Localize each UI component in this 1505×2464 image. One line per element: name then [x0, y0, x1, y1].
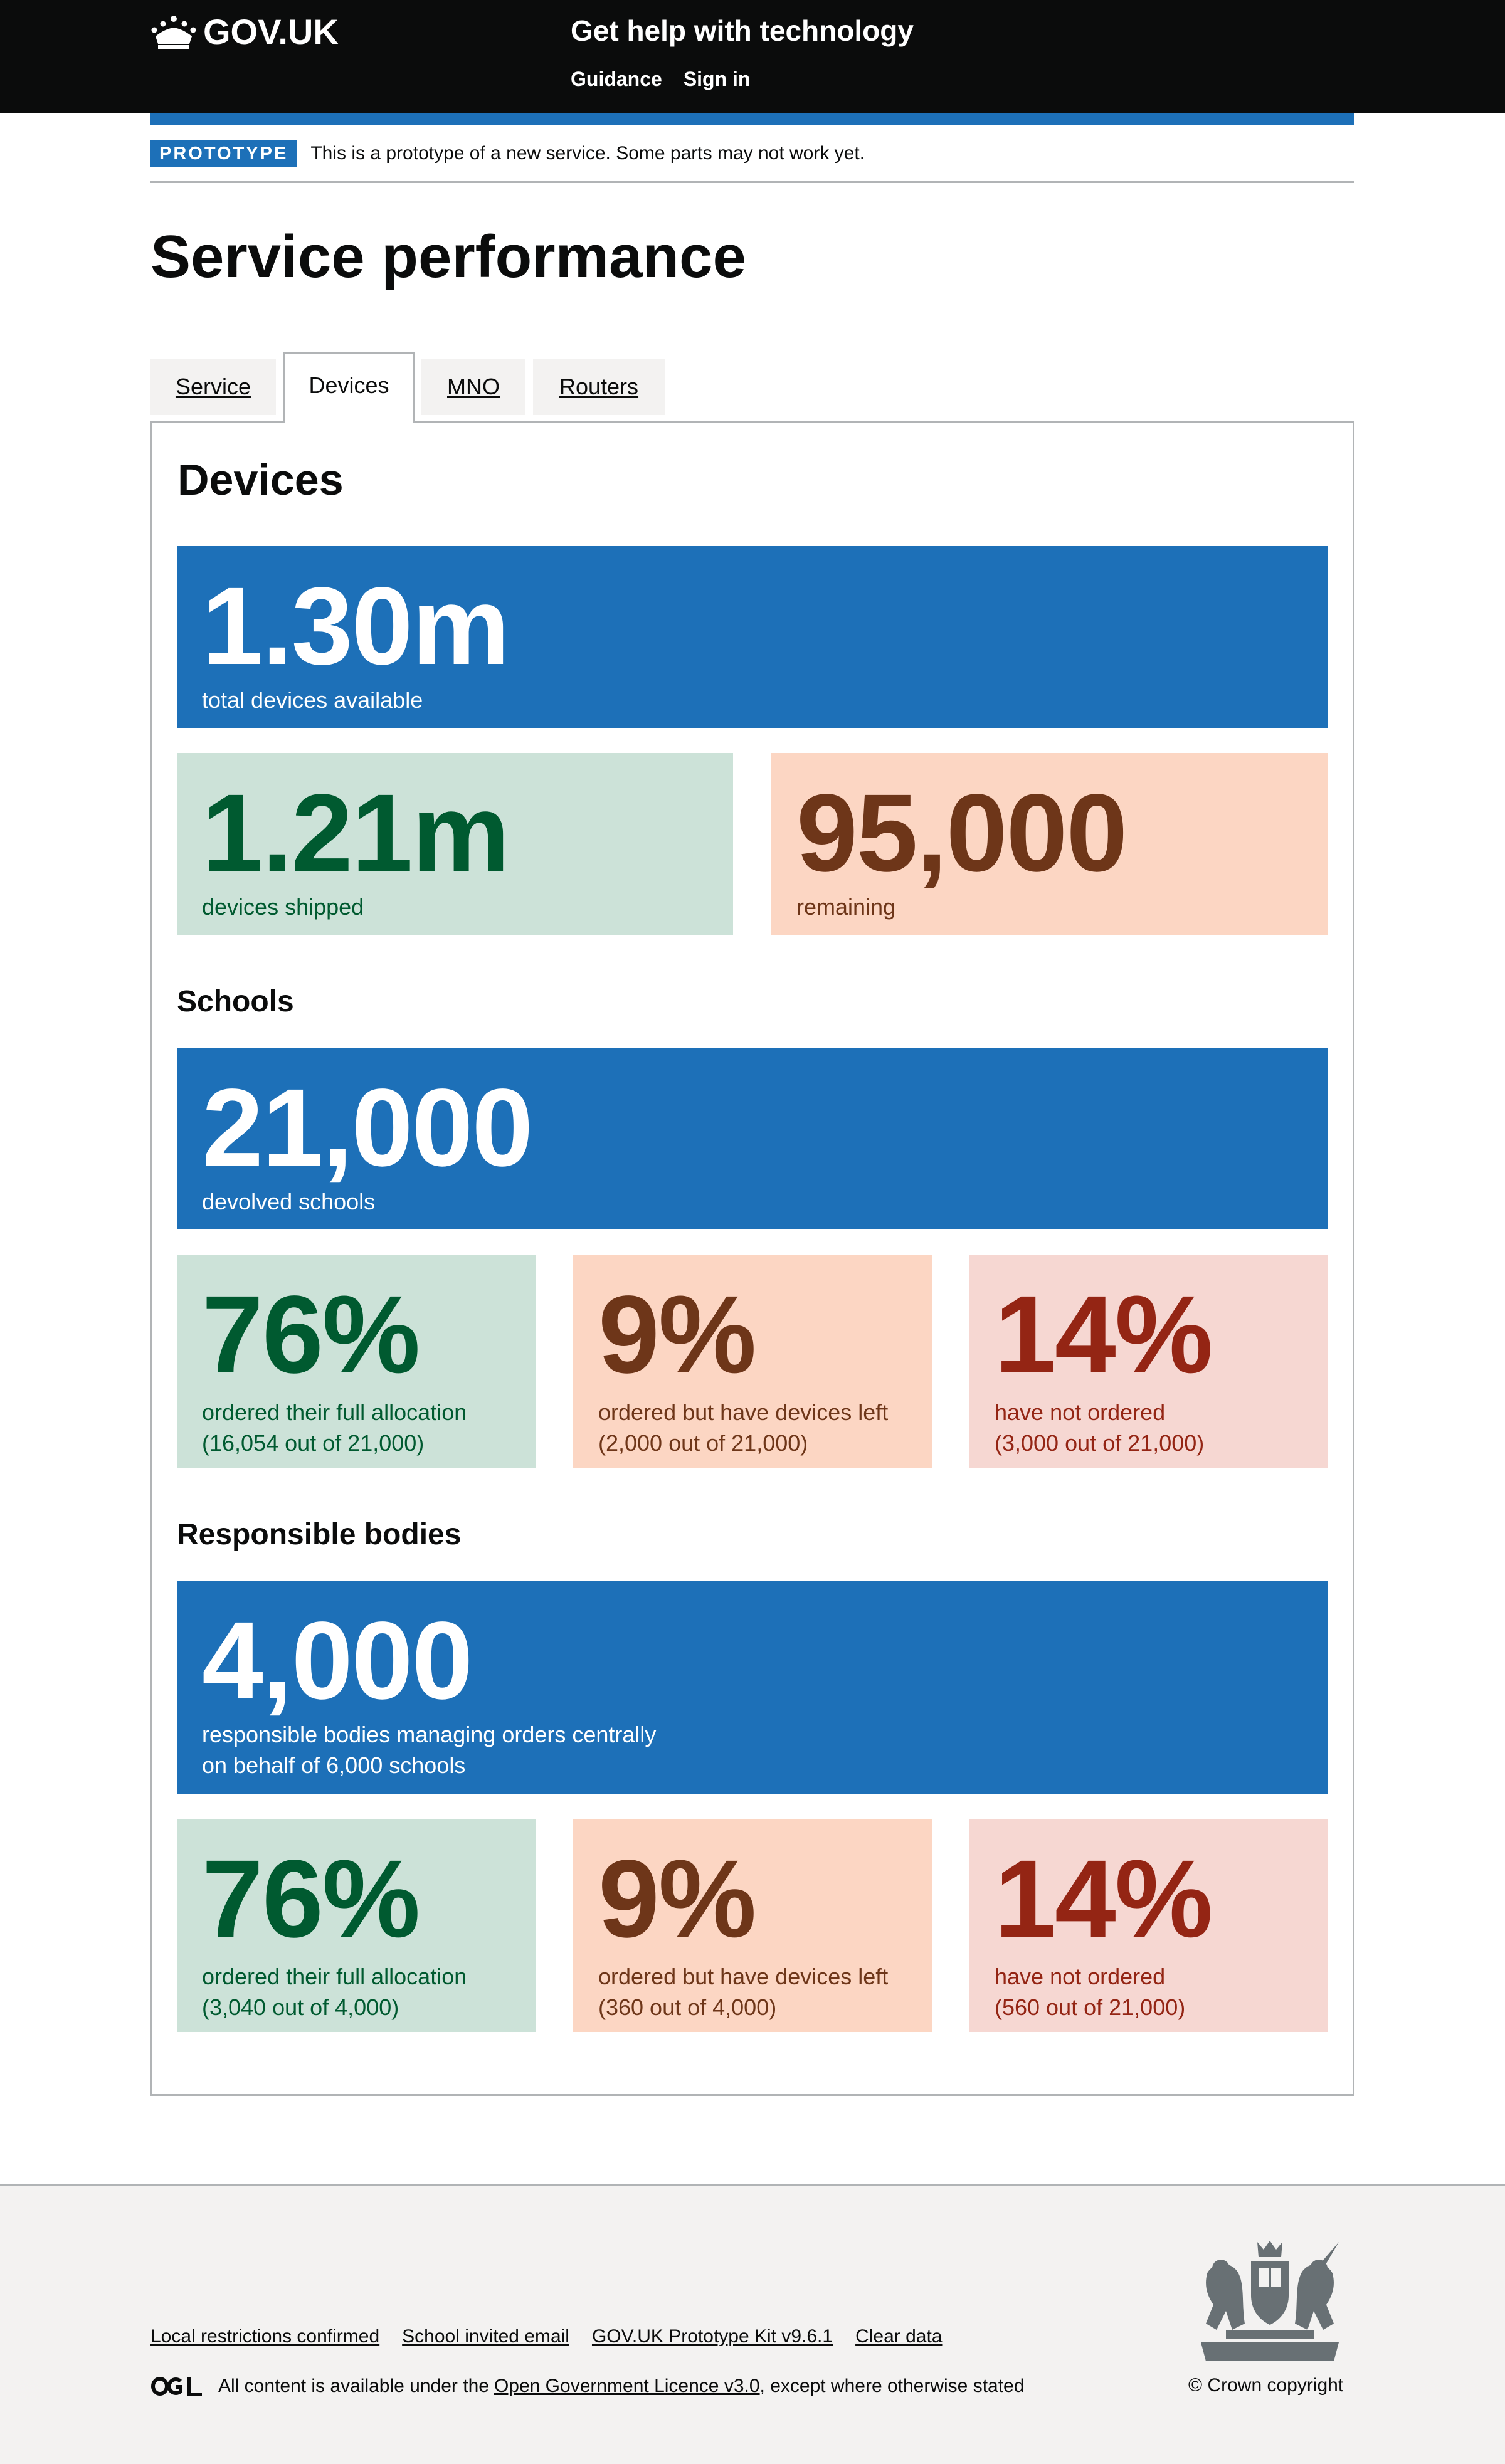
rb-full-detail: (3,040 out of 4,000)	[202, 1994, 399, 2020]
rb-full-allocation-card: 76% ordered their full allocation (3,040…	[177, 1819, 536, 2032]
rb-none-detail: (560 out of 21,000)	[995, 1994, 1186, 2020]
footer-link-school-invited-email[interactable]: School invited email	[402, 2326, 569, 2347]
responsible-bodies-card: 4,000 responsible bodies managing orders…	[177, 1581, 1328, 1794]
devices-shipped-value: 1.21m	[202, 772, 510, 895]
licence-suffix: , except where otherwise stated	[759, 2376, 1025, 2396]
govuk-logo[interactable]: GOV.UK	[150, 11, 339, 52]
devices-shipped-label: devices shipped	[202, 894, 364, 920]
phase-tag: PROTOTYPE	[150, 140, 297, 167]
ogl-logo-icon	[151, 2377, 202, 2396]
site-footer: Local restrictions confirmed School invi…	[0, 2184, 1505, 2464]
schools-not-ordered-card: 14% have not ordered (3,000 out of 21,00…	[969, 1255, 1328, 1468]
rb-partial-value: 9%	[598, 1838, 756, 1961]
rb-full-label: ordered their full allocation	[202, 1964, 467, 1989]
total-devices-card: 1.30m total devices available	[177, 546, 1328, 728]
schools-full-label: ordered their full allocation	[202, 1399, 467, 1425]
header-nav: Guidance Sign in	[571, 68, 750, 91]
tab-mno[interactable]: MNO	[421, 359, 525, 415]
tab-devices[interactable]: Devices	[283, 352, 415, 423]
footer-link-clear-data[interactable]: Clear data	[855, 2326, 943, 2347]
site-header: GOV.UK Get help with technology Guidance…	[0, 0, 1505, 113]
rb-not-ordered-card: 14% have not ordered (560 out of 21,000)	[969, 1819, 1328, 2032]
nav-guidance-link[interactable]: Guidance	[571, 68, 662, 90]
licence-prefix: All content is available under the	[218, 2376, 489, 2396]
header-blue-bar	[150, 113, 1354, 125]
footer-link-local-restrictions[interactable]: Local restrictions confirmed	[150, 2326, 380, 2347]
page-title: Service performance	[150, 223, 746, 290]
rb-full-value: 76%	[202, 1838, 420, 1961]
devolved-schools-label: devolved schools	[202, 1189, 376, 1214]
devices-remaining-card: 95,000 remaining	[771, 753, 1328, 935]
licence-link[interactable]: Open Government Licence v3.0	[494, 2376, 760, 2396]
devices-remaining-value: 95,000	[796, 772, 1127, 895]
schools-partial-label: ordered but have devices left	[598, 1399, 889, 1425]
tab-routers[interactable]: Routers	[533, 359, 665, 415]
footer-links: Local restrictions confirmed School invi…	[150, 2326, 942, 2347]
responsible-bodies-detail: on behalf of 6,000 schools	[202, 1752, 466, 1778]
footer-link-prototype-kit[interactable]: GOV.UK Prototype Kit v9.6.1	[591, 2326, 833, 2347]
rb-none-value: 14%	[995, 1838, 1213, 1961]
logo-text: GOV.UK	[203, 12, 339, 51]
schools-partial-card: 9% ordered but have devices left (2,000 …	[573, 1255, 932, 1468]
devices-remaining-label: remaining	[796, 894, 896, 920]
rb-none-label: have not ordered	[995, 1964, 1166, 1989]
footer-licence: All content is available under the Open …	[150, 2375, 1024, 2398]
schools-full-allocation-card: 76% ordered their full allocation (16,05…	[177, 1255, 536, 1468]
phase-banner-text: This is a prototype of a new service. So…	[310, 142, 865, 164]
schools-full-detail: (16,054 out of 21,000)	[202, 1429, 425, 1456]
crown-copyright[interactable]: © Crown copyright	[1188, 2375, 1344, 2396]
devices-heading: Devices	[177, 455, 344, 504]
total-devices-value: 1.30m	[202, 565, 510, 688]
devolved-schools-value: 21,000	[202, 1066, 533, 1189]
total-devices-label: total devices available	[202, 687, 423, 713]
responsible-bodies-value: 4,000	[202, 1599, 473, 1722]
nav-sign-in-link[interactable]: Sign in	[683, 68, 751, 90]
service-name[interactable]: Get help with technology	[571, 14, 914, 47]
devolved-schools-card: 21,000 devolved schools	[177, 1048, 1328, 1229]
devices-shipped-card: 1.21m devices shipped	[177, 753, 733, 935]
rb-partial-label: ordered but have devices left	[598, 1964, 889, 1989]
schools-partial-detail: (2,000 out of 21,000)	[598, 1429, 808, 1456]
tab-service[interactable]: Service	[150, 359, 276, 415]
crown-icon	[151, 15, 196, 49]
responsible-bodies-label: responsible bodies managing orders centr…	[202, 1722, 657, 1747]
phase-banner: PROTOTYPE This is a prototype of a new s…	[150, 125, 1354, 183]
rb-partial-card: 9% ordered but have devices left (360 ou…	[573, 1819, 932, 2032]
schools-full-value: 76%	[202, 1273, 420, 1396]
royal-crest-icon	[1201, 2241, 1339, 2361]
schools-none-detail: (3,000 out of 21,000)	[995, 1429, 1205, 1456]
rb-partial-detail: (360 out of 4,000)	[598, 1994, 777, 2020]
schools-partial-value: 9%	[598, 1273, 756, 1396]
schools-none-value: 14%	[995, 1273, 1213, 1396]
tab-panel-devices	[150, 421, 1354, 2096]
schools-heading: Schools	[177, 985, 294, 1018]
responsible-bodies-heading: Responsible bodies	[177, 1518, 462, 1551]
schools-none-label: have not ordered	[995, 1399, 1166, 1425]
